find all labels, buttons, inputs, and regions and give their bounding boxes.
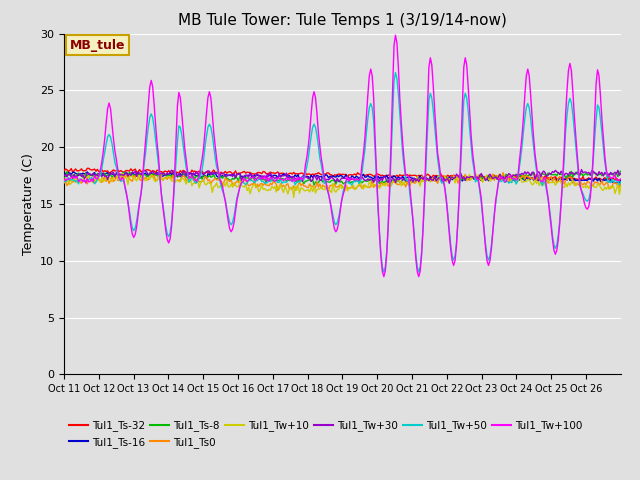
Title: MB Tule Tower: Tule Temps 1 (3/19/14-now): MB Tule Tower: Tule Temps 1 (3/19/14-now… xyxy=(178,13,507,28)
Text: MB_tule: MB_tule xyxy=(70,39,125,52)
Y-axis label: Temperature (C): Temperature (C) xyxy=(22,153,35,255)
Legend: Tul1_Ts-32, Tul1_Ts-16, Tul1_Ts-8, Tul1_Ts0, Tul1_Tw+10, Tul1_Tw+30, Tul1_Tw+50,: Tul1_Ts-32, Tul1_Ts-16, Tul1_Ts-8, Tul1_… xyxy=(69,420,582,447)
